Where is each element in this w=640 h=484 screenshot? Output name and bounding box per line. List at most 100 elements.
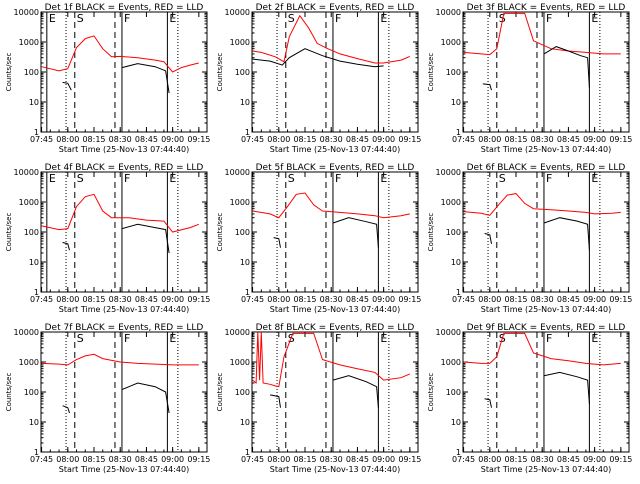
y-axis-label: Counts/sec [216,373,224,412]
lld-series-line [463,193,621,216]
time-marker-label: E [591,12,598,25]
time-marker-label: E [380,12,387,25]
x-tick-label: 08:15 [82,455,105,464]
x-axis-label: Start Time (25-Nov-13 07:44:40) [270,305,400,314]
lld-series-line [252,331,411,388]
y-tick-label: 10000 [225,328,250,337]
time-marker-label: E [49,12,56,25]
time-marker-label: F [546,332,552,345]
time-marker-label: E [169,332,176,345]
y-tick-label: 100 [24,228,39,237]
events-series-line [543,46,590,88]
panel-title: Det 3f BLACK = Events, RED = LLD [467,3,626,13]
events-series-line [121,382,170,414]
events-series-line [62,241,70,251]
x-tick-label: 08:30 [531,295,554,304]
x-tick-label: 08:45 [557,295,580,304]
x-tick-label: 09:15 [398,295,421,304]
detector-panel: Det 2f BLACK = Events, RED = LLD 1 10 100 10… [216,3,421,154]
x-tick-label: 08:30 [320,135,343,144]
events-series-line [482,83,492,91]
time-marker-label: F [335,332,341,345]
y-tick-label: 10000 [225,168,250,177]
x-tick-label: 09:15 [187,455,210,464]
y-tick-label: 10 [451,418,461,427]
detector-panel: Det 1f BLACK = Events, RED = LLD 1 10 100 10… [5,3,210,154]
y-tick-label: 10000 [436,8,461,17]
y-tick-label: 10 [451,98,461,107]
x-tick-label: 08:45 [135,295,158,304]
x-tick-label: 08:45 [346,295,369,304]
x-tick-label: 07:45 [452,135,475,144]
y-tick-label: 1 [34,128,39,137]
detector-panel: Det 3f BLACK = Events, RED = LLD 1 10 100 10… [427,3,632,154]
y-tick-label: 10 [240,258,250,267]
lld-series-line [463,12,621,56]
x-tick-label: 09:15 [398,455,421,464]
x-tick-label: 09:15 [187,295,210,304]
x-tick-label: 09:00 [372,295,395,304]
x-tick-label: 09:15 [609,455,632,464]
x-tick-label: 07:45 [452,295,475,304]
time-marker-label: E [380,332,387,345]
y-tick-label: 10 [29,418,39,427]
x-tick-label: 08:15 [504,295,527,304]
events-series-line [62,405,70,414]
time-marker-label: F [124,12,130,25]
x-axis-label: Start Time (25-Nov-13 07:44:40) [481,305,611,314]
lld-series-line [41,193,199,233]
time-marker-label: E [591,172,598,185]
events-series-line [273,237,281,248]
x-tick-label: 09:00 [372,135,395,144]
x-tick-label: 08:00 [267,455,290,464]
y-tick-label: 10000 [14,8,39,17]
detector-panel: Det 6f BLACK = Events, RED = LLD 1 10 100 10… [427,163,632,314]
y-axis-label: Counts/sec [216,53,224,92]
events-series-line [62,81,72,91]
y-tick-label: 1000 [230,38,250,47]
time-marker-label: F [124,172,130,185]
time-marker-label: F [335,172,341,185]
x-tick-label: 07:45 [30,135,53,144]
time-marker-label: F [546,172,552,185]
x-tick-label: 08:30 [109,455,132,464]
x-tick-label: 08:45 [557,455,580,464]
y-axis-label: Counts/sec [427,53,435,92]
lld-series-line [463,332,621,366]
x-tick-label: 09:00 [161,455,184,464]
detector-panel: Det 8f BLACK = Events, RED = LLD 1 10 100 10… [216,323,421,474]
x-tick-label: 08:30 [109,135,132,144]
events-series-line [484,232,492,244]
x-tick-label: 07:45 [30,455,53,464]
events-series-line [332,217,379,248]
y-tick-label: 1000 [19,38,39,47]
time-marker-label: S [77,172,84,185]
x-tick-label: 09:00 [372,455,395,464]
panel-title: Det 7f BLACK = Events, RED = LLD [45,323,204,333]
y-tick-label: 10 [29,98,39,107]
y-tick-label: 100 [235,68,250,77]
x-tick-label: 07:45 [241,295,264,304]
y-tick-label: 1000 [441,38,461,47]
x-tick-label: 08:00 [56,135,79,144]
y-axis-label: Counts/sec [5,213,13,252]
y-tick-label: 100 [235,388,250,397]
x-tick-label: 08:00 [267,295,290,304]
x-tick-label: 07:45 [241,455,264,464]
y-tick-label: 10 [240,418,250,427]
time-marker-label: F [335,12,341,25]
y-tick-label: 100 [446,228,461,237]
x-tick-label: 08:15 [504,455,527,464]
detector-panel: Det 9f BLACK = Events, RED = LLD 1 10 100 10… [427,323,632,474]
events-series-line [121,223,170,254]
x-tick-label: 08:00 [56,455,79,464]
time-marker-label: E [169,172,176,185]
x-tick-label: 08:15 [293,295,316,304]
x-tick-label: 09:00 [583,135,606,144]
x-tick-label: 08:45 [135,135,158,144]
y-tick-label: 1000 [19,198,39,207]
time-marker-label: E [49,172,56,185]
events-series-line [121,63,170,94]
